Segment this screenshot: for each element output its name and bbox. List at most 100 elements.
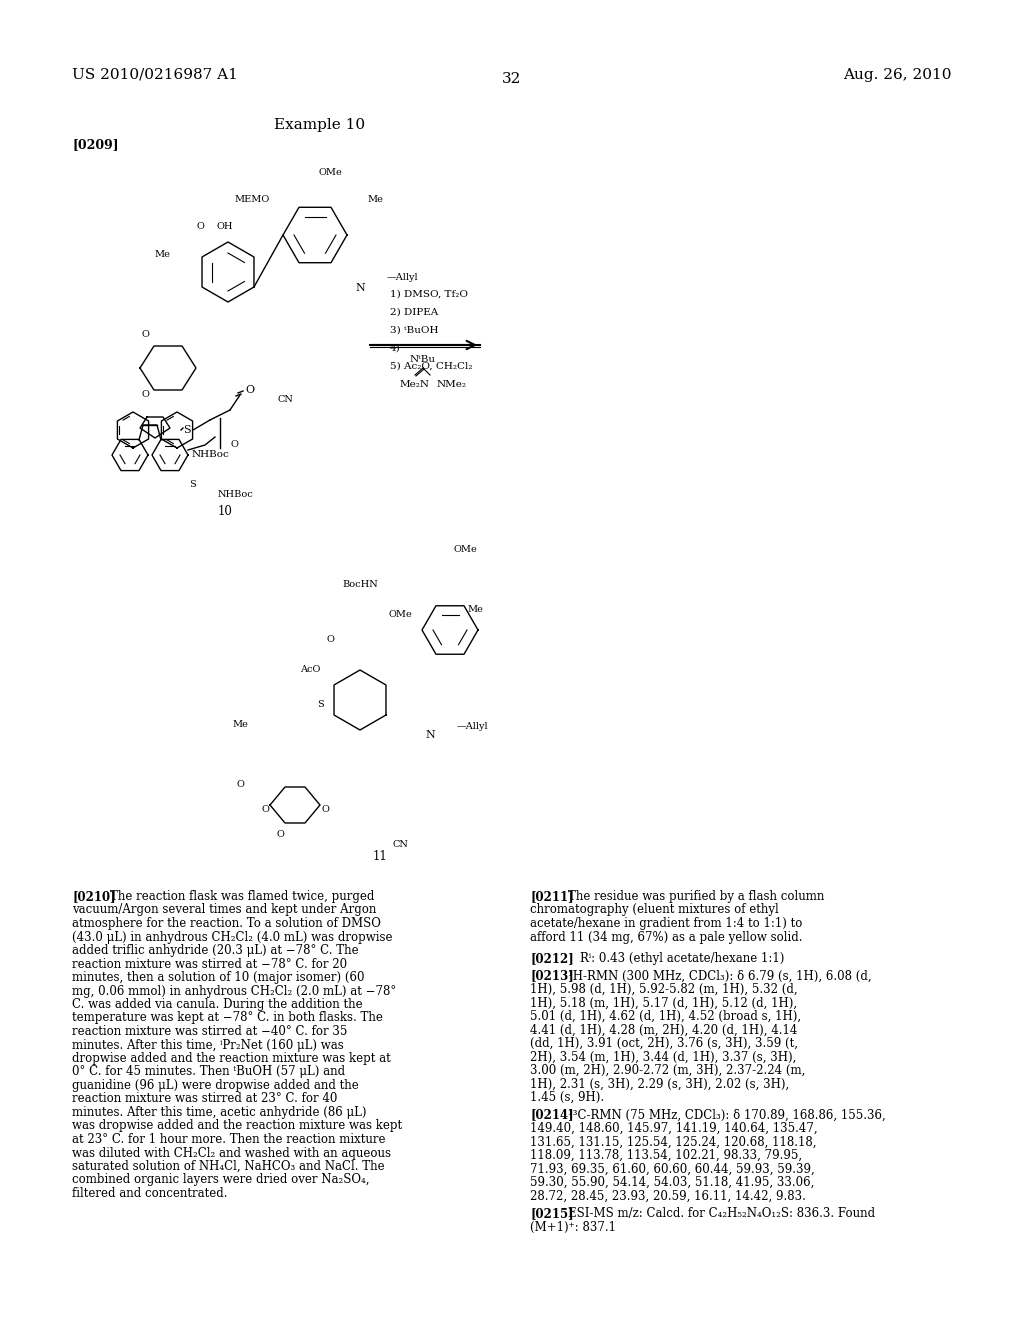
Text: 131.65, 131.15, 125.54, 125.24, 120.68, 118.18,: 131.65, 131.15, 125.54, 125.24, 120.68, …: [530, 1135, 816, 1148]
Text: reaction mixture was stirred at −40° C. for 35: reaction mixture was stirred at −40° C. …: [72, 1026, 347, 1038]
Text: The reaction flask was flamed twice, purged: The reaction flask was flamed twice, pur…: [110, 890, 375, 903]
Text: temperature was kept at −78° C. in both flasks. The: temperature was kept at −78° C. in both …: [72, 1011, 383, 1024]
Text: 149.40, 148.60, 145.97, 141.19, 140.64, 135.47,: 149.40, 148.60, 145.97, 141.19, 140.64, …: [530, 1122, 817, 1135]
Text: saturated solution of NH₄Cl, NaHCO₃ and NaCl. The: saturated solution of NH₄Cl, NaHCO₃ and …: [72, 1160, 385, 1173]
Text: —Allyl: —Allyl: [457, 722, 488, 731]
Text: Me: Me: [467, 605, 483, 614]
Text: NHBoc: NHBoc: [217, 490, 253, 499]
Text: ¹H-RMN (300 MHz, CDCl₃): δ 6.79 (s, 1H), 6.08 (d,: ¹H-RMN (300 MHz, CDCl₃): δ 6.79 (s, 1H),…: [568, 969, 871, 982]
Text: 2) DIPEA: 2) DIPEA: [390, 308, 438, 317]
Text: 1H), 5.18 (m, 1H), 5.17 (d, 1H), 5.12 (d, 1H),: 1H), 5.18 (m, 1H), 5.17 (d, 1H), 5.12 (d…: [530, 997, 797, 1010]
Text: AcO: AcO: [300, 665, 321, 675]
Text: acetate/hexane in gradient from 1:4 to 1:1) to: acetate/hexane in gradient from 1:4 to 1…: [530, 917, 803, 931]
Text: OMe: OMe: [454, 545, 477, 554]
Text: O: O: [141, 330, 148, 339]
Text: (dd, 1H), 3.91 (oct, 2H), 3.76 (s, 3H), 3.59 (t,: (dd, 1H), 3.91 (oct, 2H), 3.76 (s, 3H), …: [530, 1038, 798, 1049]
Text: Aug. 26, 2010: Aug. 26, 2010: [844, 69, 952, 82]
Text: OMe: OMe: [318, 168, 342, 177]
Text: 1) DMSO, Tf₂O: 1) DMSO, Tf₂O: [390, 290, 468, 300]
Text: O: O: [261, 805, 269, 814]
Text: N: N: [355, 282, 365, 293]
Text: added triflic anhydride (20.3 μL) at −78° C. The: added triflic anhydride (20.3 μL) at −78…: [72, 944, 358, 957]
Text: filtered and concentrated.: filtered and concentrated.: [72, 1187, 227, 1200]
Text: combined organic layers were dried over Na₂SO₄,: combined organic layers were dried over …: [72, 1173, 370, 1187]
Text: (M+1)⁺: 837.1: (M+1)⁺: 837.1: [530, 1221, 616, 1233]
Text: guanidine (96 μL) were dropwise added and the: guanidine (96 μL) were dropwise added an…: [72, 1078, 358, 1092]
Text: 1H), 5.98 (d, 1H), 5.92-5.82 (m, 1H), 5.32 (d,: 1H), 5.98 (d, 1H), 5.92-5.82 (m, 1H), 5.…: [530, 983, 798, 997]
Text: 0° C. for 45 minutes. Then ᵗBuOH (57 μL) and: 0° C. for 45 minutes. Then ᵗBuOH (57 μL)…: [72, 1065, 345, 1078]
Text: NᵗBu: NᵗBu: [410, 355, 436, 364]
Text: CN: CN: [278, 395, 293, 404]
Text: BocHN: BocHN: [342, 579, 378, 589]
Text: OMe: OMe: [388, 610, 412, 619]
Text: atmosphere for the reaction. To a solution of DMSO: atmosphere for the reaction. To a soluti…: [72, 917, 381, 931]
Text: minutes. After this time, ⁱPr₂Net (160 μL) was: minutes. After this time, ⁱPr₂Net (160 μ…: [72, 1039, 344, 1052]
Text: O: O: [237, 780, 244, 789]
Text: 1.45 (s, 9H).: 1.45 (s, 9H).: [530, 1092, 604, 1104]
Text: 3.00 (m, 2H), 2.90-2.72 (m, 3H), 2.37-2.24 (m,: 3.00 (m, 2H), 2.90-2.72 (m, 3H), 2.37-2.…: [530, 1064, 805, 1077]
Text: at 23° C. for 1 hour more. Then the reaction mixture: at 23° C. for 1 hour more. Then the reac…: [72, 1133, 385, 1146]
Text: S: S: [188, 480, 196, 488]
Text: [0213]: [0213]: [530, 969, 573, 982]
Text: 10: 10: [217, 506, 232, 517]
Text: 4.41 (d, 1H), 4.28 (m, 2H), 4.20 (d, 1H), 4.14: 4.41 (d, 1H), 4.28 (m, 2H), 4.20 (d, 1H)…: [530, 1023, 798, 1036]
Text: minutes, then a solution of 10 (major isomer) (60: minutes, then a solution of 10 (major is…: [72, 972, 365, 983]
Text: [0209]: [0209]: [72, 139, 119, 150]
Text: CN: CN: [392, 840, 408, 849]
Text: [0214]: [0214]: [530, 1109, 573, 1122]
Text: Me: Me: [154, 249, 170, 259]
Text: The residue was purified by a flash column: The residue was purified by a flash colu…: [568, 890, 824, 903]
Text: O: O: [141, 389, 148, 399]
Text: Rⁱ: 0.43 (ethyl acetate/hexane 1:1): Rⁱ: 0.43 (ethyl acetate/hexane 1:1): [580, 952, 784, 965]
Text: O: O: [196, 222, 204, 231]
Text: N: N: [425, 730, 435, 741]
Text: NMe₂: NMe₂: [437, 380, 467, 389]
Text: Me: Me: [367, 195, 383, 205]
Text: Me: Me: [232, 719, 248, 729]
Text: O: O: [230, 440, 238, 449]
Text: vacuum/Argon several times and kept under Argon: vacuum/Argon several times and kept unde…: [72, 903, 377, 916]
Text: O: O: [276, 830, 284, 840]
Text: (43.0 μL) in anhydrous CH₂Cl₂ (4.0 mL) was dropwise: (43.0 μL) in anhydrous CH₂Cl₂ (4.0 mL) w…: [72, 931, 392, 944]
Text: S: S: [183, 425, 190, 436]
Text: OH: OH: [217, 222, 233, 231]
Text: —Allyl: —Allyl: [387, 273, 419, 282]
Text: minutes. After this time, acetic anhydride (86 μL): minutes. After this time, acetic anhydri…: [72, 1106, 367, 1119]
Text: 11: 11: [373, 850, 387, 863]
Text: reaction mixture was stirred at 23° C. for 40: reaction mixture was stirred at 23° C. f…: [72, 1093, 337, 1106]
Text: Me₂N: Me₂N: [400, 380, 430, 389]
Text: S: S: [316, 700, 324, 709]
Text: 71.93, 69.35, 61.60, 60.60, 60.44, 59.93, 59.39,: 71.93, 69.35, 61.60, 60.60, 60.44, 59.93…: [530, 1163, 815, 1176]
Text: [0215]: [0215]: [530, 1206, 573, 1220]
Text: Example 10: Example 10: [274, 117, 366, 132]
Text: 4): 4): [390, 345, 400, 352]
Text: NHBoc: NHBoc: [191, 450, 229, 459]
Text: 28.72, 28.45, 23.93, 20.59, 16.11, 14.42, 9.83.: 28.72, 28.45, 23.93, 20.59, 16.11, 14.42…: [530, 1189, 806, 1203]
Text: O: O: [245, 385, 254, 395]
Text: C. was added via canula. During the addition the: C. was added via canula. During the addi…: [72, 998, 362, 1011]
Text: 32: 32: [503, 73, 521, 86]
Text: chromatography (eluent mixtures of ethyl: chromatography (eluent mixtures of ethyl: [530, 903, 778, 916]
Text: dropwise added and the reaction mixture was kept at: dropwise added and the reaction mixture …: [72, 1052, 391, 1065]
Text: MEMO: MEMO: [234, 195, 269, 205]
Text: 5.01 (d, 1H), 4.62 (d, 1H), 4.52 (broad s, 1H),: 5.01 (d, 1H), 4.62 (d, 1H), 4.52 (broad …: [530, 1010, 801, 1023]
Text: ¹³C-RMN (75 MHz, CDCl₃): δ 170.89, 168.86, 155.36,: ¹³C-RMN (75 MHz, CDCl₃): δ 170.89, 168.8…: [568, 1109, 886, 1122]
Text: was diluted with CH₂Cl₂ and washed with an aqueous: was diluted with CH₂Cl₂ and washed with …: [72, 1147, 391, 1159]
Text: O: O: [326, 635, 334, 644]
Text: 59.30, 55.90, 54.14, 54.03, 51.18, 41.95, 33.06,: 59.30, 55.90, 54.14, 54.03, 51.18, 41.95…: [530, 1176, 814, 1189]
Text: was dropwise added and the reaction mixture was kept: was dropwise added and the reaction mixt…: [72, 1119, 402, 1133]
Text: ESI-MS m/z: Calcd. for C₄₂H₅₂N₄O₁₂S: 836.3. Found: ESI-MS m/z: Calcd. for C₄₂H₅₂N₄O₁₂S: 836…: [568, 1206, 876, 1220]
Text: mg, 0.06 mmol) in anhydrous CH₂Cl₂ (2.0 mL) at −78°: mg, 0.06 mmol) in anhydrous CH₂Cl₂ (2.0 …: [72, 985, 396, 998]
Text: [0211]: [0211]: [530, 890, 573, 903]
Text: 1H), 2.31 (s, 3H), 2.29 (s, 3H), 2.02 (s, 3H),: 1H), 2.31 (s, 3H), 2.29 (s, 3H), 2.02 (s…: [530, 1077, 790, 1090]
Text: 3) ᵗBuOH: 3) ᵗBuOH: [390, 326, 438, 335]
Text: O: O: [322, 805, 329, 814]
Text: afford 11 (34 mg, 67%) as a pale yellow solid.: afford 11 (34 mg, 67%) as a pale yellow …: [530, 931, 803, 944]
Text: [0210]: [0210]: [72, 890, 116, 903]
Text: 2H), 3.54 (m, 1H), 3.44 (d, 1H), 3.37 (s, 3H),: 2H), 3.54 (m, 1H), 3.44 (d, 1H), 3.37 (s…: [530, 1051, 797, 1064]
Text: 118.09, 113.78, 113.54, 102.21, 98.33, 79.95,: 118.09, 113.78, 113.54, 102.21, 98.33, 7…: [530, 1148, 802, 1162]
Text: reaction mixture was stirred at −78° C. for 20: reaction mixture was stirred at −78° C. …: [72, 957, 347, 970]
Text: [0212]: [0212]: [530, 952, 573, 965]
Text: 5) Ac₂O, CH₂Cl₂: 5) Ac₂O, CH₂Cl₂: [390, 362, 472, 371]
Text: US 2010/0216987 A1: US 2010/0216987 A1: [72, 69, 238, 82]
